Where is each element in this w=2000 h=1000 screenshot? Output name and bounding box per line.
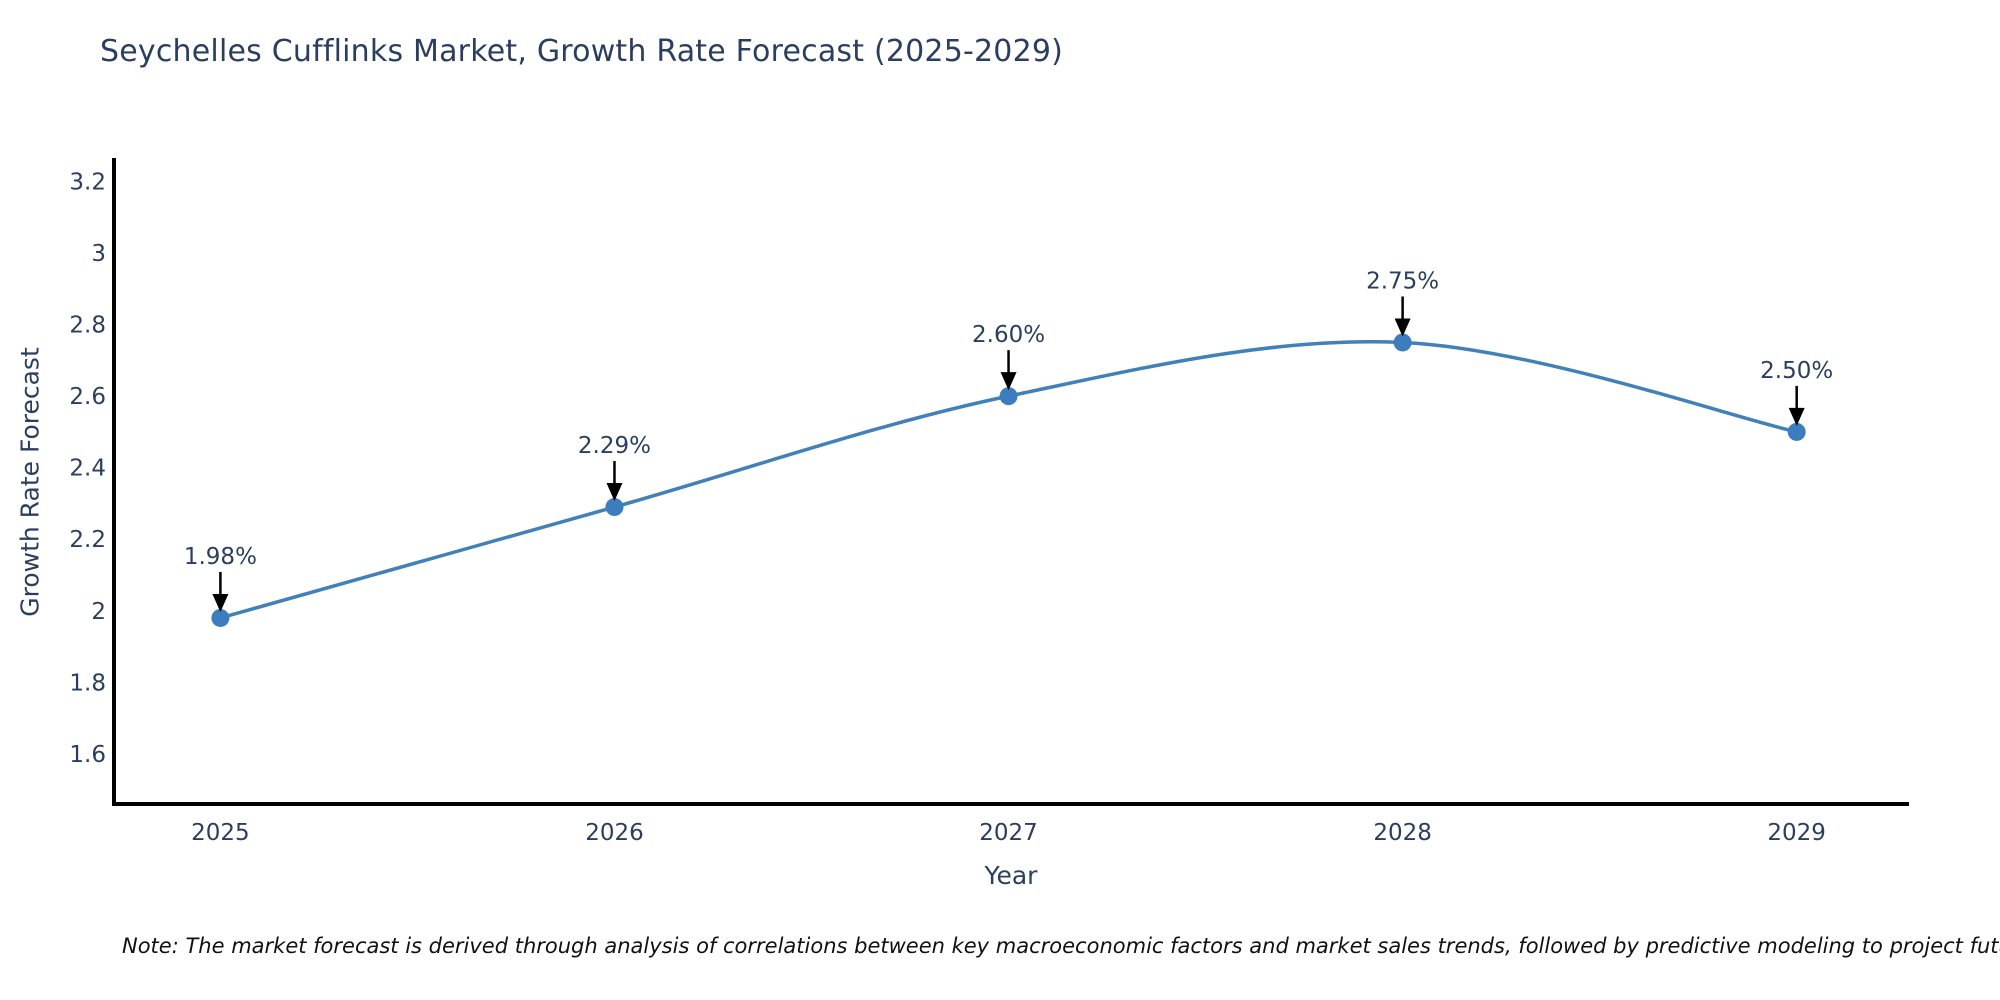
annotation-arrowhead-icon: [1788, 407, 1805, 426]
data-point-marker[interactable]: [211, 608, 230, 627]
data-point-marker[interactable]: [1787, 422, 1806, 441]
y-tick-label: 2.6: [69, 384, 106, 410]
point-value-label: 2.29%: [578, 433, 651, 459]
x-tick-label: 2025: [191, 820, 250, 846]
y-tick-label: 2.2: [69, 527, 106, 553]
x-axis-title: Year: [984, 861, 1038, 890]
x-tick-label: 2026: [585, 820, 644, 846]
point-value-label: 1.98%: [184, 544, 257, 570]
data-point-marker[interactable]: [605, 498, 624, 517]
chart-title: Seychelles Cufflinks Market, Growth Rate…: [100, 34, 1064, 69]
data-point-marker[interactable]: [1393, 333, 1412, 352]
footnote: Note: The market forecast is derived thr…: [122, 934, 2000, 958]
x-tick-label: 2027: [979, 820, 1038, 846]
x-tick-label: 2029: [1767, 820, 1826, 846]
point-value-label: 2.60%: [972, 322, 1045, 348]
x-tick-label: 2028: [1373, 820, 1432, 846]
y-tick-label: 1.6: [69, 742, 106, 768]
y-tick-label: 2.8: [69, 313, 106, 339]
point-value-label: 2.75%: [1366, 268, 1439, 294]
y-tick-label: 1.8: [69, 670, 106, 696]
annotation-arrowhead-icon: [1000, 372, 1017, 391]
y-axis-title: Growth Rate Forecast: [15, 347, 45, 617]
annotation-arrowhead-icon: [606, 483, 623, 502]
y-tick-label: 3: [91, 241, 106, 267]
annotation-arrowhead-icon: [1394, 318, 1411, 337]
y-tick-label: 2.4: [69, 456, 106, 482]
annotation-arrowhead-icon: [212, 593, 229, 612]
y-tick-label: 3.2: [69, 169, 106, 195]
data-point-marker[interactable]: [999, 387, 1018, 406]
y-tick-label: 2: [91, 599, 106, 625]
point-value-label: 2.50%: [1760, 358, 1833, 384]
